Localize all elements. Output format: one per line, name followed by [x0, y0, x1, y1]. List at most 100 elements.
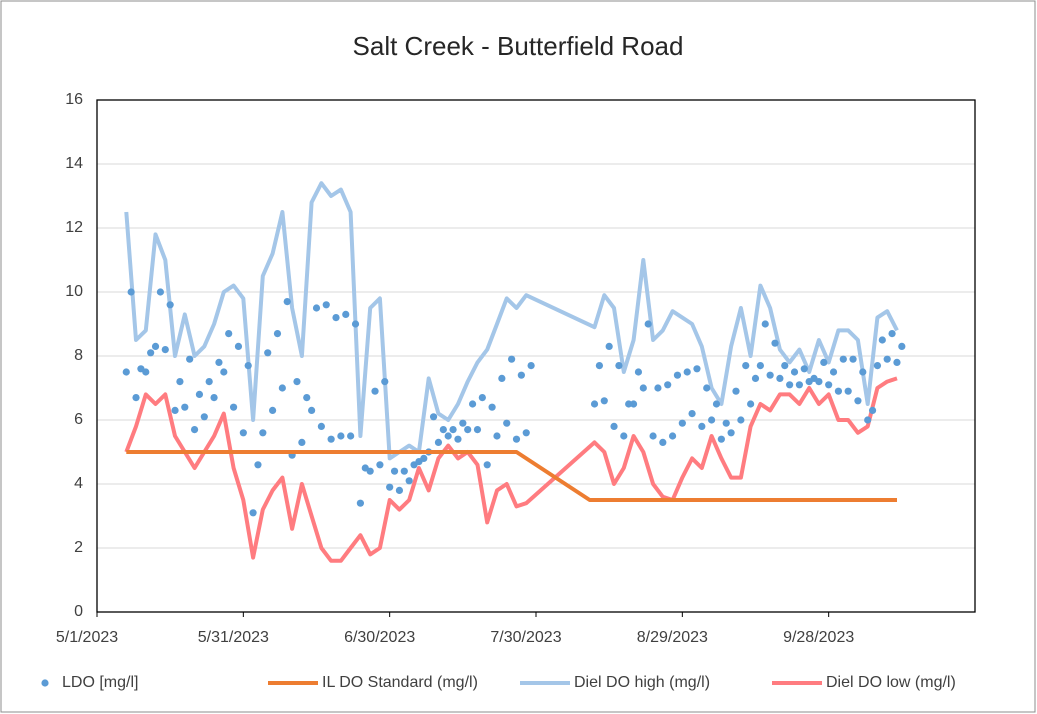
data-point [488, 403, 496, 411]
data-point [595, 362, 604, 370]
data-point [161, 346, 169, 354]
data-point [220, 368, 228, 376]
data-point [264, 349, 272, 357]
data-point [478, 394, 486, 402]
data-point [332, 314, 340, 322]
data-point [717, 435, 725, 443]
x-tick-label: 8/29/2023 [637, 629, 708, 646]
data-point [210, 394, 218, 402]
data-point [322, 301, 330, 309]
data-point [127, 288, 135, 296]
data-point [303, 394, 311, 402]
data-point [800, 365, 808, 373]
data-point [615, 362, 623, 370]
data-point [747, 400, 755, 408]
data-point [215, 358, 223, 366]
data-point [293, 378, 301, 386]
data-point [820, 358, 828, 366]
data-point [327, 435, 335, 443]
data-point [166, 301, 174, 309]
data-point [678, 419, 686, 427]
data-point [429, 413, 438, 421]
data-point [659, 438, 667, 446]
data-point [649, 432, 657, 440]
legend-marker [41, 679, 49, 687]
data-point [454, 435, 462, 443]
data-point [522, 429, 530, 437]
data-point [351, 320, 360, 328]
data-point [644, 320, 652, 328]
data-point [849, 355, 857, 363]
data-point [171, 406, 179, 414]
data-point [200, 413, 208, 421]
data-point [698, 422, 706, 430]
y-tick-label: 0 [74, 603, 83, 620]
data-point [225, 330, 233, 338]
data-point [668, 432, 677, 440]
data-point [825, 381, 833, 389]
data-point [395, 486, 404, 494]
data-point [859, 368, 867, 376]
data-point [176, 378, 184, 386]
data-point [795, 381, 804, 389]
data-point [483, 461, 491, 469]
data-point [434, 438, 443, 446]
data-point [722, 419, 730, 427]
data-point [342, 310, 350, 318]
x-tick-label: 5/1/2023 [56, 629, 118, 646]
data-point [888, 330, 896, 338]
data-point [683, 368, 691, 376]
data-point [590, 400, 599, 408]
data-point [493, 432, 501, 440]
data-point [786, 381, 794, 389]
data-point [673, 371, 682, 379]
data-point [600, 397, 608, 405]
data-point [234, 342, 243, 350]
series-line [126, 450, 897, 502]
data-point [181, 403, 189, 411]
data-point [386, 483, 394, 491]
data-point [688, 410, 696, 418]
data-point [347, 432, 355, 440]
data-point [790, 368, 799, 376]
data-point [239, 429, 247, 437]
data-point [308, 406, 316, 414]
data-point [742, 362, 750, 370]
data-point [420, 454, 428, 462]
data-point [366, 467, 374, 475]
y-tick-label: 14 [65, 155, 83, 172]
data-point [405, 477, 413, 485]
data-point [639, 384, 647, 392]
data-point [459, 419, 467, 427]
data-point [751, 374, 760, 382]
data-point [527, 362, 535, 370]
data-point [498, 374, 506, 382]
data-point [464, 426, 472, 434]
data-point [132, 394, 140, 402]
y-tick-label: 16 [65, 91, 83, 108]
data-point [259, 429, 267, 437]
data-point [634, 368, 643, 376]
data-point [732, 387, 740, 395]
data-point [654, 384, 662, 392]
data-point [376, 461, 384, 469]
data-point [381, 378, 389, 386]
x-tick-label: 9/28/2023 [783, 629, 854, 646]
data-point [854, 397, 862, 405]
data-point [708, 416, 716, 424]
data-point [761, 320, 769, 328]
legend-label: Diel DO low (mg/l) [826, 674, 956, 691]
chart-title: Salt Creek - Butterfield Road [353, 31, 684, 61]
series-line [124, 376, 898, 563]
data-point [727, 429, 735, 437]
data-point [205, 378, 213, 386]
data-point [878, 336, 886, 344]
y-tick-label: 6 [74, 411, 83, 428]
data-point [337, 432, 345, 440]
data-point [122, 368, 130, 376]
data-point [254, 461, 262, 469]
legend-label: Diel DO high (mg/l) [574, 674, 710, 691]
data-point [664, 381, 672, 389]
data-point [864, 416, 872, 424]
